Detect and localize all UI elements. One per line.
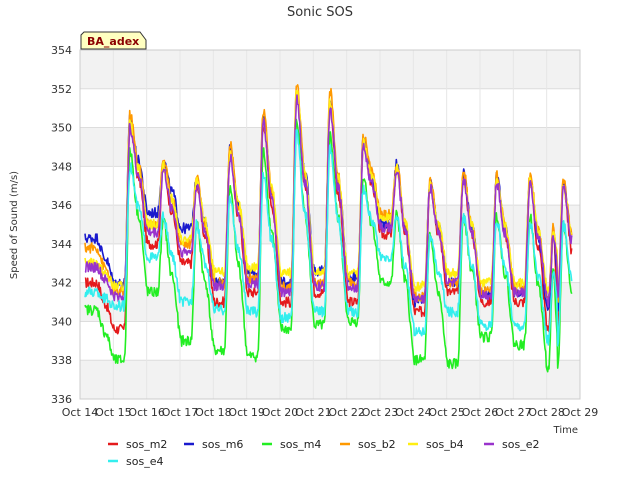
legend-label: sos_m2: [126, 438, 167, 451]
legend-item-sos_m6: sos_m6: [184, 438, 243, 451]
x-tick-label: Oct 15: [95, 406, 132, 419]
background-band: [80, 282, 580, 322]
series-layer: [84, 84, 573, 373]
legend-label: sos_b2: [358, 438, 396, 451]
x-tick-label: Oct 18: [195, 406, 232, 419]
y-axis-ticks: 336 338 340 342 344 346 348 350 352 354: [51, 44, 72, 406]
x-tick-label: Oct 25: [428, 406, 465, 419]
x-tick-label: Oct 14: [62, 406, 99, 419]
y-tick-label: 336: [51, 393, 72, 406]
y-tick-label: 348: [51, 160, 72, 173]
series-line-sos_e2: [84, 94, 573, 308]
y-tick-label: 338: [51, 354, 72, 367]
legend-label: sos_e4: [126, 455, 163, 468]
x-tick-label: Oct 22: [328, 406, 365, 419]
x-tick-label: Oct 16: [128, 406, 165, 419]
x-tick-label: Oct 26: [462, 406, 499, 419]
y-axis-label: Speed of Sound (m/s): [9, 171, 20, 279]
chart-title: Sonic SOS: [287, 5, 353, 20]
legend-label: sos_e2: [502, 438, 539, 451]
x-tick-label: Oct 28: [528, 406, 565, 419]
y-tick-label: 340: [51, 315, 72, 328]
legend-item-sos_b2: sos_b2: [340, 438, 396, 451]
x-tick-label: Oct 23: [362, 406, 399, 419]
x-tick-label: Oct 17: [162, 406, 199, 419]
plot-area: [79, 49, 581, 400]
y-tick-label: 346: [51, 199, 72, 212]
annotation-label: BA_adex: [87, 35, 139, 48]
background-band: [80, 360, 580, 399]
legend-item-sos_b4: sos_b4: [408, 438, 464, 451]
legend-item-sos_m2: sos_m2: [108, 438, 167, 451]
background-band: [80, 50, 580, 89]
x-tick-label: Oct 19: [228, 406, 265, 419]
y-tick-label: 344: [51, 238, 72, 251]
y-tick-label: 352: [51, 83, 72, 96]
y-tick-label: 342: [51, 277, 72, 290]
legend: sos_m2 sos_m6 sos_m4 sos_b2 sos_b4 sos_e2 sos_…: [108, 438, 539, 468]
legend-label: sos_m6: [202, 438, 243, 451]
legend-label: sos_b4: [426, 438, 464, 451]
x-tick-label: Oct 29: [562, 406, 599, 419]
legend-item-sos_m4: sos_m4: [262, 438, 321, 451]
x-tick-label: Oct 27: [495, 406, 532, 419]
x-tick-label: Oct 20: [262, 406, 299, 419]
series-line-sos_e4: [84, 129, 573, 347]
annotation-badge: BA_adex: [80, 31, 147, 50]
y-tick-label: 350: [51, 122, 72, 135]
x-tick-label: Oct 24: [395, 406, 432, 419]
legend-item-sos_e2: sos_e2: [484, 438, 539, 451]
x-tick-label: Oct 21: [295, 406, 332, 419]
legend-label: sos_m4: [280, 438, 321, 451]
x-axis-label: Time: [553, 425, 578, 436]
y-tick-label: 354: [51, 44, 72, 57]
legend-item-sos_e4: sos_e4: [108, 455, 163, 468]
